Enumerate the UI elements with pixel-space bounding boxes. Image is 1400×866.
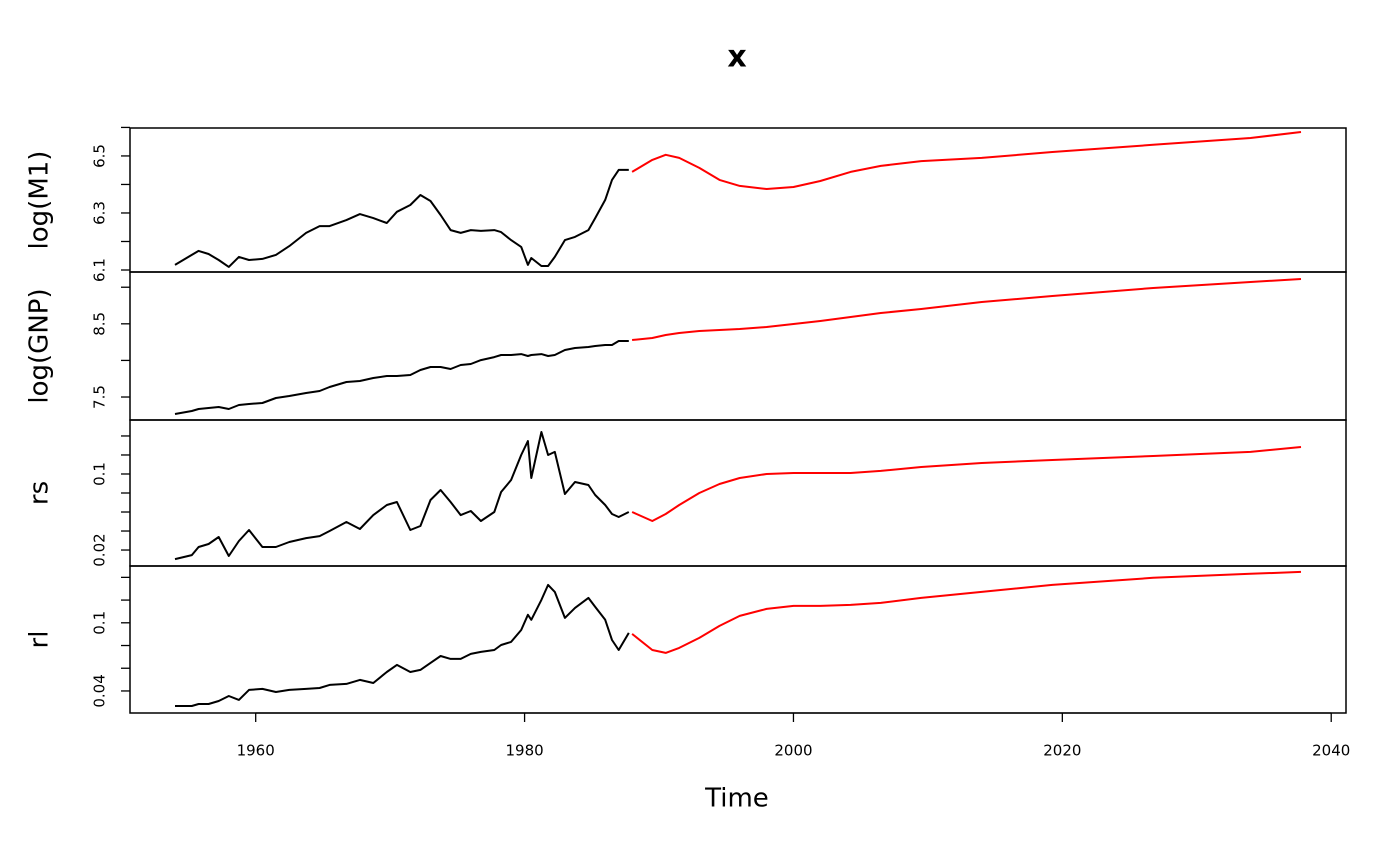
series-line [632,278,1302,341]
series-line [174,340,629,415]
series-line [174,168,629,268]
y-tick-label: 7.5 [91,385,109,409]
panel-frame [129,271,1347,421]
series-line [174,431,630,561]
series-line [631,446,1302,522]
x-tick-label: 2040 [1312,742,1350,760]
y-tick-label: 0.1 [91,462,109,486]
y-tick-label: 8.5 [91,312,109,336]
series-line [631,570,1302,654]
chart-title: x [727,40,746,75]
panel-frame [129,127,1347,273]
y-axis-label: rs [25,481,55,505]
y-tick-label: 6.5 [91,144,109,168]
y-tick-label: 0.04 [91,674,109,707]
series-line [631,131,1302,190]
y-tick-label: 6.3 [91,201,109,225]
x-tick-label: 2020 [1043,742,1081,760]
x-axis-label: Time [704,784,769,814]
x-tick-label: 1980 [505,742,543,760]
y-axis-label: log(M1) [25,151,55,250]
y-tick-label: 0.02 [91,533,109,566]
x-tick-label: 2000 [774,742,812,760]
y-tick-label: 0.1 [91,611,109,635]
panel-frame [129,419,1347,567]
y-axis-label: rl [25,631,55,649]
y-tick-label: 6.1 [91,258,109,282]
series-line [175,583,630,707]
y-axis-label: log(GNP) [25,288,55,403]
x-tick-label: 1960 [237,742,275,760]
panel-frame [129,565,1347,714]
